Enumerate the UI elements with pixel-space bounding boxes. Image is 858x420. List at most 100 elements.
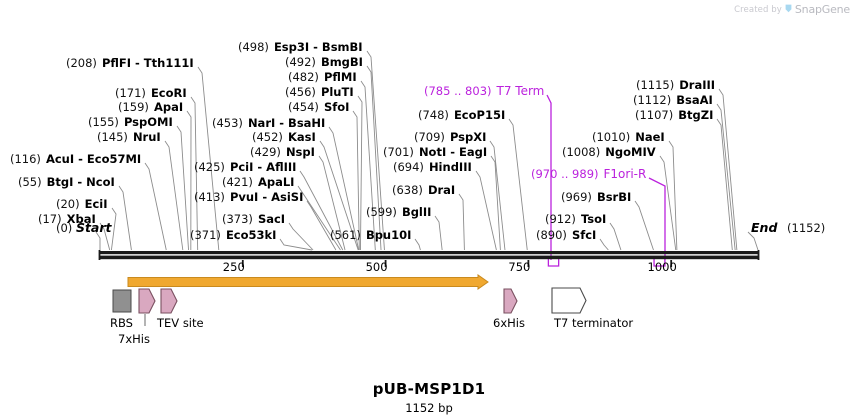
enzyme-name: PspOMI — [123, 115, 173, 129]
enzyme-site-label: (421) ApaLI — [222, 176, 294, 188]
enzyme-site-label: (890) SfcI — [536, 229, 596, 241]
enzyme-leader-line — [279, 238, 312, 251]
enzyme-leader-line — [319, 140, 359, 251]
feature-glyph-label: 7xHis — [118, 332, 150, 346]
enzyme-name: PspXI — [449, 130, 487, 144]
enzyme-name: SfcI — [571, 228, 597, 242]
enzyme-site-label: (20) EciI — [56, 198, 108, 210]
site-position: (159) — [118, 100, 149, 114]
site-position: (453) — [212, 116, 243, 130]
watermark-prefix: Created by — [734, 4, 782, 15]
enzyme-site-label: (1112) BsaAI — [633, 94, 713, 106]
enzyme-leader-line — [357, 95, 363, 251]
start-marker-label: (0) Start — [56, 220, 112, 235]
site-position: (709) — [414, 130, 445, 144]
enzyme-leader-line — [659, 155, 677, 251]
enzyme-leader-line — [360, 80, 376, 251]
enzyme-name: NotI - EagI — [418, 145, 488, 159]
cds-arrow-glyph — [127, 274, 489, 290]
enzyme-leader-line — [716, 118, 733, 251]
enzyme-leader-line — [288, 222, 314, 251]
enzyme-site-label: (482) PflMI — [288, 71, 357, 83]
feature-annotation-label: (970 .. 989) F1ori-R — [531, 168, 646, 180]
feature-leader-line — [546, 94, 552, 260]
end-label: End — [751, 220, 778, 235]
start-leader-line — [95, 231, 101, 250]
enzyme-name: SfoI — [323, 100, 350, 114]
site-position: (452) — [252, 130, 283, 144]
site-position: (145) — [97, 130, 128, 144]
enzyme-site-label: (969) BsrBI — [561, 191, 631, 203]
feature-annotation-label: (785 .. 803) T7 Term — [424, 85, 544, 97]
site-position: (373) — [222, 212, 253, 226]
enzyme-leader-line — [328, 126, 360, 251]
enzyme-name: AcuI - Eco57MI — [45, 152, 142, 166]
enzyme-site-label: (694) HindIII — [393, 161, 472, 173]
enzyme-name: ApaLI — [257, 175, 295, 189]
enzyme-leader-line — [718, 88, 738, 251]
enzyme-site-label: (454) SfoI — [288, 101, 349, 113]
ruler-tick — [670, 260, 673, 267]
enzyme-name: NruI — [132, 130, 161, 144]
watermark-brand: SnapGene — [794, 3, 850, 16]
site-position: (1115) — [636, 78, 675, 92]
enzyme-site-label: (208) PflFI - Tth111I — [66, 57, 194, 69]
site-position: (701) — [383, 145, 414, 159]
site-position: (55) — [18, 175, 42, 189]
feature-glyph-label: RBS — [110, 316, 133, 330]
feature-box-glyph — [112, 289, 132, 313]
enzyme-site-label: (159) ApaI — [118, 101, 183, 113]
enzyme-name: PvuI - AsiSI — [229, 190, 304, 204]
enzyme-leader-line — [599, 238, 609, 251]
start-label: Start — [75, 220, 112, 235]
site-position: (599) — [366, 205, 397, 219]
enzyme-site-label: (748) EcoP15I — [418, 109, 505, 121]
enzyme-name: PflFI - Tth111I — [101, 56, 194, 70]
backbone-cap-left — [98, 250, 101, 260]
site-position: (482) — [288, 70, 319, 84]
feature-arrow-glyph — [503, 288, 518, 314]
end-marker-label: End (1152) — [751, 220, 826, 235]
enzyme-leader-line — [475, 170, 497, 251]
enzyme-name: Eco53kI — [225, 228, 277, 242]
site-position: (425) — [194, 160, 225, 174]
end-position: (1152) — [787, 221, 826, 235]
enzyme-name: NaeI — [635, 130, 665, 144]
site-position: (454) — [288, 100, 319, 114]
enzyme-site-label: (145) NruI — [97, 131, 161, 143]
enzyme-name: BsrBI — [596, 190, 632, 204]
enzyme-name: BtgI - NcoI — [46, 175, 115, 189]
enzyme-name: DraIII — [679, 78, 716, 92]
enzyme-name: EcoRI — [150, 86, 187, 100]
enzyme-name: Esp3I - BsmBI — [273, 40, 363, 54]
enzyme-site-label: (912) TsoI — [545, 213, 606, 225]
enzyme-site-label: (452) KasI — [252, 131, 316, 143]
enzyme-leader-line — [176, 125, 189, 251]
enzyme-name: Bpu10I — [365, 228, 412, 242]
enzyme-site-label: (425) PciI - AflIII — [194, 161, 296, 173]
site-position: (429) — [250, 145, 281, 159]
ruler-tick-label: 250 — [222, 260, 245, 274]
feature-range-bracket — [653, 259, 666, 267]
enzyme-site-label: (116) AcuI - Eco57MI — [10, 153, 141, 165]
enzyme-name: NarI - BsaHI — [247, 116, 326, 130]
enzyme-name: ApaI — [153, 100, 184, 114]
enzyme-leader-line — [609, 222, 622, 251]
enzyme-site-label: (155) PspOMI — [88, 116, 173, 128]
feature-glyph-group — [112, 274, 587, 314]
site-position: (456) — [285, 85, 316, 99]
enzyme-site-label: (429) NspI — [250, 146, 315, 158]
site-position: (912) — [545, 212, 576, 226]
site-position: (561) — [330, 228, 361, 242]
enzyme-name: KasI — [287, 130, 316, 144]
plasmid-length: 1152 bp — [405, 401, 453, 415]
enzyme-name: BsaAI — [676, 93, 713, 107]
enzyme-leader-line — [434, 215, 443, 251]
enzyme-name: XbaI — [66, 212, 96, 226]
backbone-strand-top — [100, 251, 758, 255]
enzyme-leader-line — [164, 140, 184, 251]
site-position: (208) — [66, 56, 97, 70]
enzyme-leader-line — [306, 200, 337, 251]
enzyme-site-label: (492) BmgBI — [285, 56, 363, 68]
